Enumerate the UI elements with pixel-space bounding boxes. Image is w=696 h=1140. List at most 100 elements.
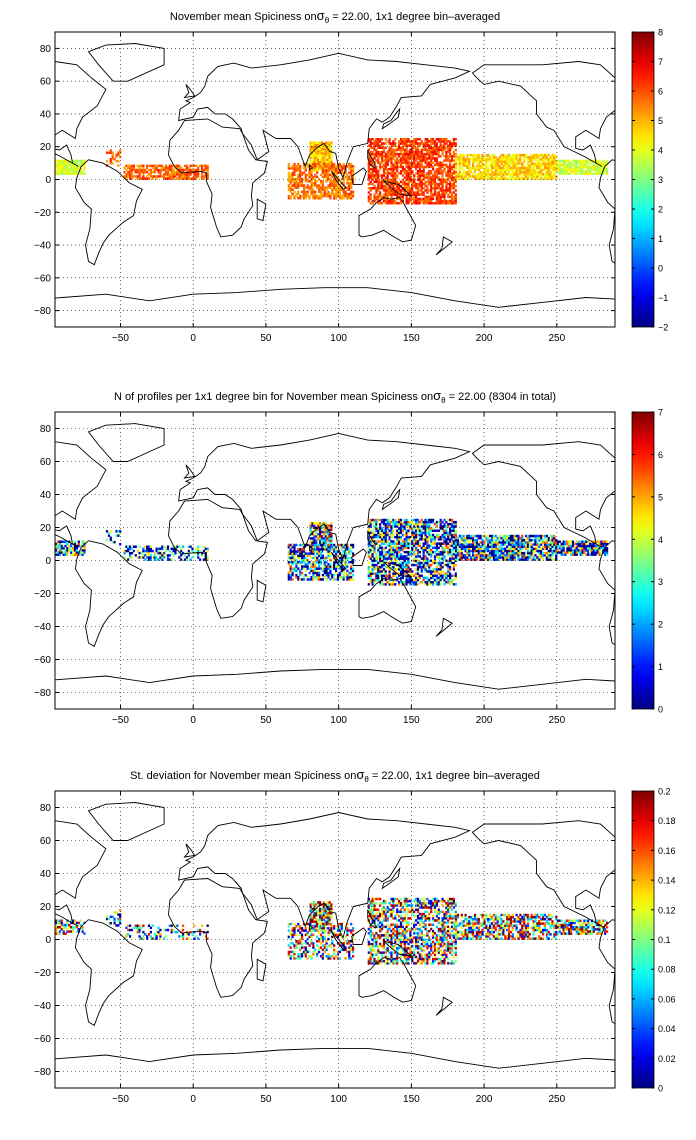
x-tick-label: 0	[190, 333, 196, 344]
data-cell	[321, 184, 324, 187]
data-cell	[83, 172, 86, 175]
data-cell	[72, 547, 75, 550]
data-cell	[573, 161, 576, 165]
data-cell	[346, 165, 349, 168]
data-cell	[506, 158, 509, 161]
data-cell	[487, 166, 490, 170]
data-cell	[170, 171, 173, 174]
data-cell	[511, 558, 514, 561]
data-cell	[379, 527, 382, 530]
data-cell	[399, 165, 403, 169]
data-cell	[371, 544, 374, 547]
data-cell	[379, 182, 382, 186]
data-cell	[483, 547, 486, 551]
data-cell	[540, 168, 543, 172]
data-cell	[473, 554, 477, 557]
data-cell	[373, 193, 376, 196]
data-cell	[321, 180, 324, 183]
data-cell	[549, 160, 552, 163]
data-cell	[545, 173, 548, 176]
data-cell	[125, 177, 128, 180]
data-cell	[377, 146, 380, 150]
data-cell	[454, 525, 457, 528]
data-cell	[199, 164, 202, 168]
data-cell	[420, 184, 423, 188]
data-cell	[291, 561, 294, 564]
data-cell	[375, 574, 378, 577]
data-cell	[428, 568, 431, 571]
data-cell	[602, 163, 605, 167]
data-cell	[399, 184, 403, 188]
data-cell	[428, 563, 431, 567]
data-cell	[130, 173, 134, 176]
data-cell	[302, 186, 306, 189]
data-cell	[547, 171, 550, 174]
data-cell	[445, 157, 448, 160]
data-cell	[473, 539, 477, 542]
data-cell	[494, 166, 497, 170]
data-cell	[66, 168, 69, 171]
data-cell	[163, 545, 166, 548]
data-cell	[513, 160, 516, 163]
data-cell	[352, 552, 355, 555]
data-cell	[369, 518, 372, 522]
data-cell	[500, 543, 503, 546]
data-cell	[123, 549, 126, 553]
data-cell	[371, 150, 374, 154]
data-cell	[289, 173, 292, 177]
data-cell	[66, 172, 69, 175]
data-cell	[373, 568, 376, 571]
data-cell	[316, 548, 319, 551]
data-cell	[289, 558, 292, 562]
data-cell	[416, 550, 420, 554]
data-cell	[371, 199, 374, 203]
data-cell	[441, 520, 444, 524]
data-cell	[330, 532, 333, 536]
data-cell	[426, 199, 429, 203]
data-cell	[319, 165, 323, 168]
data-cell	[513, 177, 516, 180]
data-cell	[375, 533, 378, 537]
data-cell	[437, 167, 440, 171]
data-cell	[506, 539, 509, 542]
data-cell	[325, 162, 328, 166]
data-cell	[455, 539, 458, 542]
data-cell	[441, 527, 444, 530]
data-cell	[342, 165, 345, 168]
data-cell	[330, 543, 333, 547]
data-cell	[329, 571, 332, 575]
data-cell	[487, 153, 490, 157]
data-cell	[323, 188, 326, 191]
data-cell	[396, 176, 399, 179]
data-cell	[456, 162, 460, 165]
data-cell	[392, 191, 395, 194]
data-cell	[142, 171, 145, 174]
data-cell	[500, 153, 503, 157]
data-cell	[530, 171, 533, 174]
data-cell	[536, 175, 539, 178]
data-cell	[439, 578, 442, 582]
data-cell	[422, 187, 425, 190]
data-cell	[407, 559, 410, 562]
data-cell	[105, 151, 109, 154]
data-cell	[553, 166, 556, 170]
data-cell	[517, 173, 520, 176]
data-cell	[443, 144, 446, 147]
data-cell	[297, 182, 300, 185]
data-cell	[392, 583, 395, 586]
data-cell	[314, 194, 317, 198]
data-cell	[381, 527, 384, 530]
data-cell	[330, 147, 333, 151]
data-cell	[496, 547, 499, 551]
data-cell	[328, 145, 331, 149]
data-cell	[319, 186, 323, 189]
data-cell	[289, 552, 292, 555]
data-cell	[117, 164, 120, 167]
data-cell	[439, 187, 442, 190]
data-cell	[342, 567, 345, 570]
data-cell	[483, 173, 486, 176]
data-cell	[333, 169, 336, 172]
data-cell	[348, 556, 351, 560]
data-cell	[377, 555, 380, 558]
data-cell	[302, 552, 306, 555]
